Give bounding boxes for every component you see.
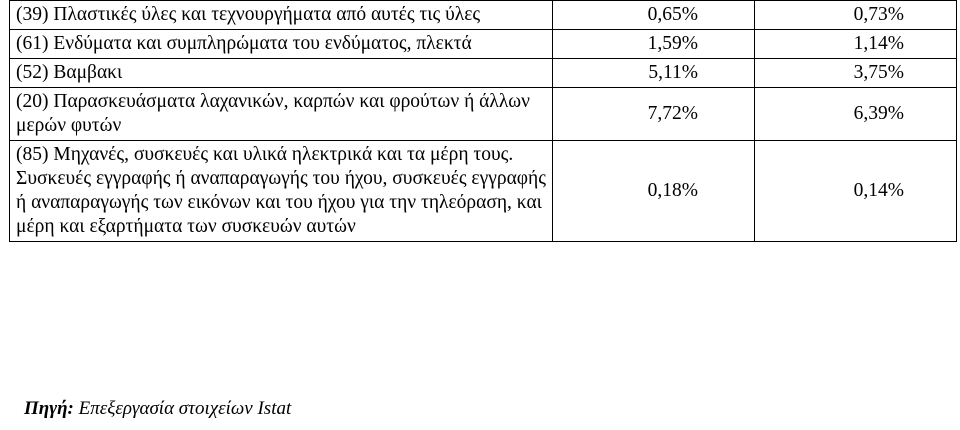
value-a-cell: 0,65% <box>552 0 755 30</box>
product-cell: (52) Βαμβακι <box>9 58 553 88</box>
value-b-cell: 1,14% <box>754 29 957 59</box>
product-cell: (85) Μηχανές, συσκευές και υλικά ηλεκτρι… <box>9 140 553 242</box>
value-a-cell: 0,18% <box>552 140 755 242</box>
table-row: (39) Πλαστικές ύλες και τεχνουργήματα απ… <box>9 0 957 30</box>
value-b-cell: 3,75% <box>754 58 957 88</box>
value-b-cell: 0,14% <box>754 140 957 242</box>
product-cell: (20) Παρασκευάσματα λαχανικών, καρπών κα… <box>9 87 553 141</box>
value-a-cell: 5,11% <box>552 58 755 88</box>
table-row: (61) Ενδύματα και συμπληρώματα του ενδύμ… <box>9 29 957 59</box>
value-b-cell: 0,73% <box>754 0 957 30</box>
value-a-cell: 1,59% <box>552 29 755 59</box>
value-b-cell: 6,39% <box>754 87 957 141</box>
table-row: (20) Παρασκευάσματα λαχανικών, καρπών κα… <box>9 87 957 141</box>
product-cell: (39) Πλαστικές ύλες και τεχνουργήματα απ… <box>9 0 553 30</box>
value-a-cell: 7,72% <box>552 87 755 141</box>
product-share-table: (39) Πλαστικές ύλες και τεχνουργήματα απ… <box>9 0 957 242</box>
product-cell: (61) Ενδύματα και συμπληρώματα του ενδύμ… <box>9 29 553 59</box>
source-note: Πηγή: Επεξεργασία στοιχείων Istat <box>24 397 291 421</box>
table-row: (52) Βαμβακι 5,11% 3,75% <box>9 58 957 88</box>
table-row: (85) Μηχανές, συσκευές και υλικά ηλεκτρι… <box>9 140 957 242</box>
source-text: Επεξεργασία στοιχείων Istat <box>73 398 292 419</box>
source-label: Πηγή: <box>24 398 74 419</box>
